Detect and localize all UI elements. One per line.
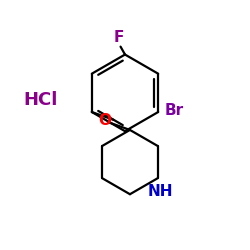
Text: O: O <box>98 114 111 128</box>
Text: HCl: HCl <box>24 91 58 109</box>
Text: F: F <box>114 30 124 45</box>
Text: NH: NH <box>148 184 173 199</box>
Text: Br: Br <box>164 103 184 118</box>
